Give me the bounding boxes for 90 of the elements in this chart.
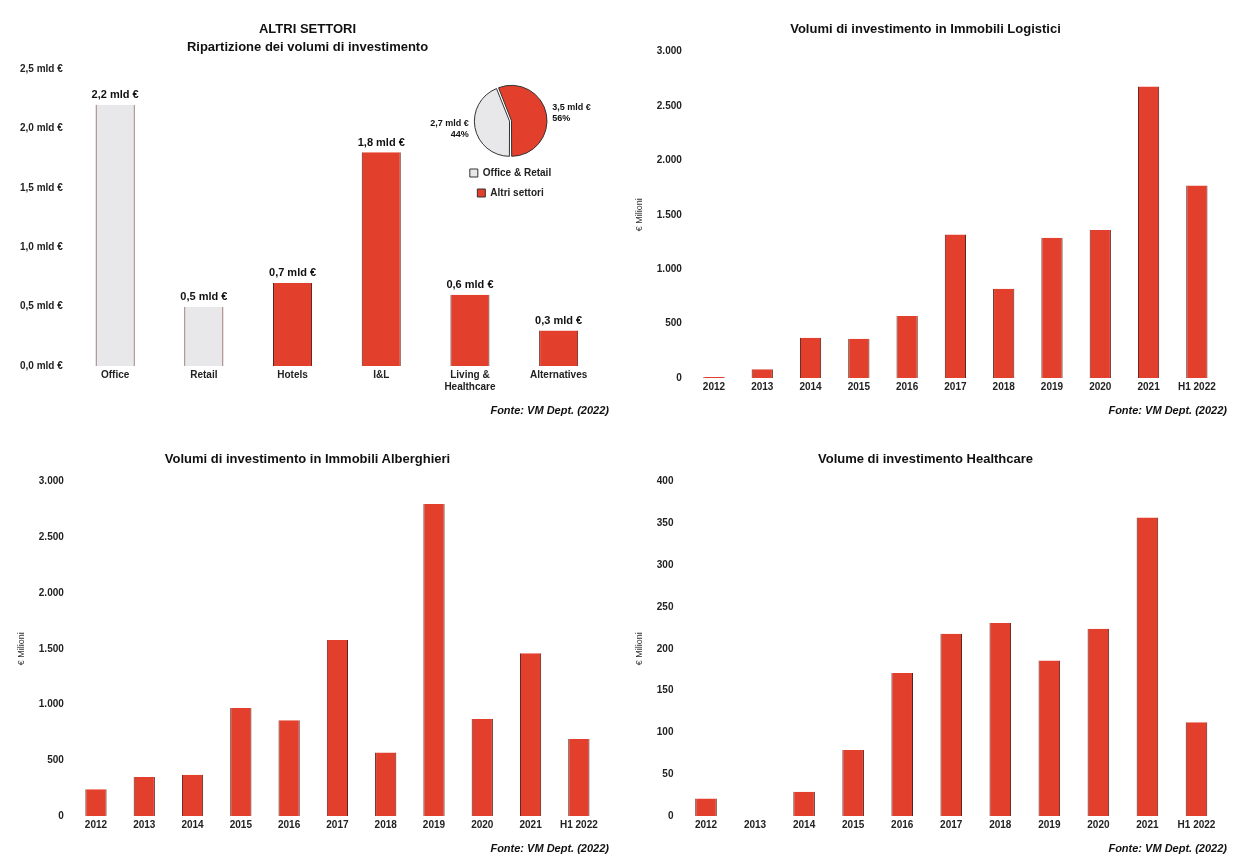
- x-tick-label: 2013: [743, 818, 767, 830]
- data-label: 0,5 mld €: [180, 290, 228, 303]
- y-tick-label: 500: [665, 317, 683, 329]
- x-tick-label: 2016: [278, 818, 301, 830]
- x-tick-label: Office: [100, 368, 130, 380]
- x-tick-label: 2014: [792, 818, 816, 830]
- x-tick-label: 2016: [891, 818, 914, 830]
- y-tick-label: 0,5 mld €: [19, 300, 64, 312]
- chart-subtitle: Ripartizione dei volumi di investimento: [186, 38, 429, 54]
- chart-title: Volume di investimento Healthcare: [817, 451, 1034, 467]
- y-axis-title: € Milioni: [633, 632, 644, 666]
- x-tick-label: Living & Healthcare: [444, 368, 496, 392]
- x-tick-label: 2016: [896, 380, 919, 392]
- x-tick-label: 2020: [471, 818, 494, 830]
- x-tick-label: 2019: [1038, 818, 1061, 830]
- x-tick-label: 2014: [181, 818, 205, 830]
- x-tick-label: 2021: [1137, 380, 1161, 392]
- x-tick-label: H1 2022: [1177, 380, 1217, 392]
- y-tick-label: 50: [662, 767, 674, 779]
- source-note: Fonte: VM Dept. (2022): [490, 841, 610, 854]
- x-tick-label: 2012: [84, 818, 108, 830]
- y-tick-label: 1.000: [38, 698, 65, 710]
- x-tick-label: 2012: [702, 380, 726, 392]
- chart-title: ALTRI SETTORI: [258, 21, 357, 37]
- y-tick-label: 0: [58, 809, 65, 821]
- y-tick-label: 3.000: [656, 45, 683, 57]
- y-tick-label: 1,5 mld €: [19, 181, 64, 193]
- y-axis-title: € Milioni: [633, 198, 644, 232]
- data-label: 1,8 mld €: [357, 135, 405, 148]
- y-tick-label: 2,5 mld €: [19, 62, 64, 74]
- y-tick-label: 1.500: [656, 208, 683, 220]
- x-tick-label: 2015: [229, 818, 253, 830]
- x-tick-label: 2017: [326, 818, 349, 830]
- data-label: 2,2 mld €: [91, 88, 139, 101]
- y-tick-label: 300: [656, 558, 674, 570]
- source-note: Fonte: VM Dept. (2022): [1108, 841, 1228, 854]
- y-tick-label: 0: [667, 809, 674, 821]
- data-label: 0,6 mld €: [446, 278, 494, 291]
- y-tick-label: 200: [656, 642, 674, 654]
- y-tick-label: 2.000: [38, 586, 65, 598]
- y-tick-label: 350: [656, 517, 674, 529]
- y-tick-label: 2,0 mld €: [19, 122, 64, 134]
- data-label: 0,7 mld €: [269, 266, 317, 279]
- y-tick-label: 400: [656, 475, 674, 487]
- x-tick-label: 2021: [1136, 818, 1159, 830]
- y-tick-label: 3.000: [38, 475, 65, 487]
- data-label: 0,3 mld €: [535, 313, 583, 326]
- y-tick-label: 1.000: [656, 262, 683, 274]
- legend-label: Altri settori: [490, 186, 544, 198]
- data-label: 2,7 mld € 44%: [430, 117, 469, 139]
- legend-label: Office & Retail: [482, 166, 552, 178]
- y-tick-label: 1.500: [38, 642, 65, 654]
- y-tick-label: 0: [676, 371, 683, 383]
- x-tick-label: 2015: [842, 818, 865, 830]
- x-tick-label: 2019: [422, 818, 446, 830]
- x-tick-label: 2018: [989, 818, 1012, 830]
- x-tick-label: 2019: [1040, 380, 1064, 392]
- chart-title: Volumi di investimento in Immobili Alberghieri: [164, 451, 451, 467]
- x-tick-label: 2013: [751, 380, 774, 392]
- source-note: Fonte: VM Dept. (2022): [490, 403, 610, 416]
- x-tick-label: 2013: [133, 818, 156, 830]
- y-axis-title: € Milioni: [15, 632, 26, 666]
- y-tick-label: 100: [656, 726, 674, 738]
- x-tick-label: I&L: [373, 368, 390, 380]
- source-note: Fonte: VM Dept. (2022): [1108, 403, 1228, 416]
- y-tick-label: 500: [47, 754, 65, 766]
- chart-title: Volumi di investimento in Immobili Logistici: [790, 21, 1061, 37]
- x-tick-label: 2014: [799, 380, 823, 392]
- x-tick-label: Hotels: [277, 368, 309, 380]
- y-tick-label: 2.000: [656, 154, 683, 166]
- x-tick-label: Retail: [190, 368, 218, 380]
- x-tick-label: H1 2022: [559, 818, 599, 830]
- x-tick-label: 2015: [847, 380, 871, 392]
- y-tick-label: 1,0 mld €: [19, 241, 64, 253]
- x-tick-label: 2018: [992, 380, 1016, 392]
- x-tick-label: Alternatives: [530, 368, 588, 380]
- x-tick-label: 2017: [940, 818, 963, 830]
- y-tick-label: 250: [656, 600, 674, 612]
- x-tick-label: 2017: [944, 380, 967, 392]
- x-tick-label: 2012: [694, 818, 718, 830]
- y-tick-label: 150: [656, 684, 674, 696]
- x-tick-label: 2021: [519, 818, 543, 830]
- data-label: 3,5 mld € 56%: [552, 102, 591, 124]
- y-tick-label: 0,0 mld €: [19, 359, 64, 371]
- y-tick-label: 2.500: [38, 531, 65, 543]
- x-tick-label: 2020: [1087, 818, 1110, 830]
- x-tick-label: 2020: [1089, 380, 1112, 392]
- x-tick-label: 2018: [374, 818, 398, 830]
- x-tick-label: H1 2022: [1177, 818, 1216, 830]
- y-tick-label: 2.500: [656, 99, 683, 111]
